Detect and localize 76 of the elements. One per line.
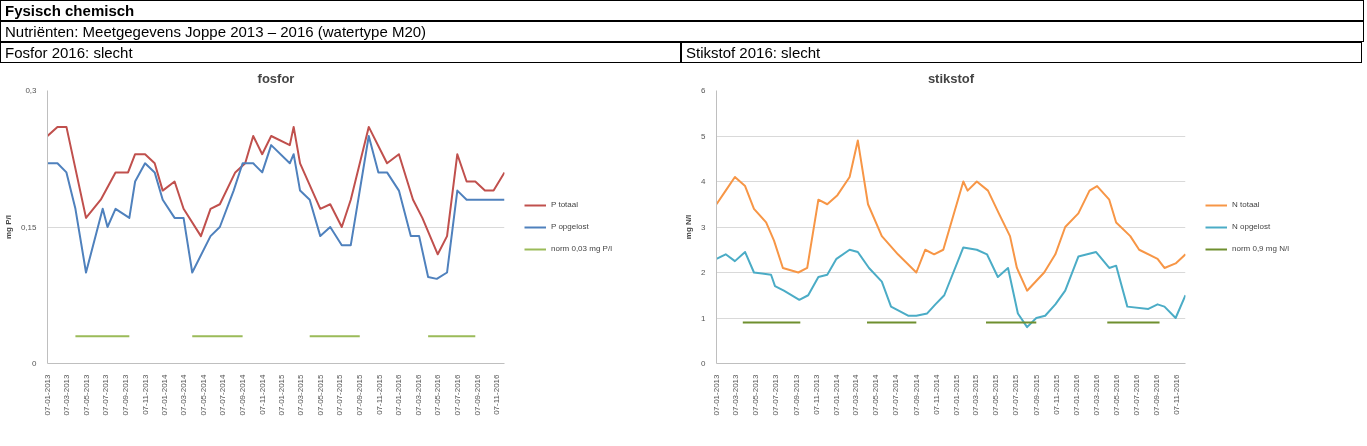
x-tick-label: 07-01-2013 [712, 373, 721, 416]
x-tick-label: 07-01-2014 [160, 373, 170, 416]
line-series [47, 135, 505, 280]
x-tick-label: 07-09-2016 [1152, 373, 1162, 416]
x-tick-label: 07-05-2015 [991, 373, 1001, 416]
x-tick-label: 07-03-2016 [1091, 373, 1101, 416]
y-tick-label: 0 [32, 359, 38, 368]
line-series [716, 246, 1186, 329]
x-tick-label: 07-05-2015 [315, 373, 325, 416]
y-axis-title: mg N/l [684, 214, 694, 240]
x-tick-label: 07-05-2013 [81, 373, 91, 416]
x-tick-label: 07-05-2016 [1111, 373, 1121, 416]
y-tick-label: 6 [701, 86, 707, 95]
x-tick-label: 07-09-2016 [472, 373, 482, 416]
x-tick-label: 07-11-2014 [931, 373, 941, 415]
x-tick-label: 07-11-2015 [374, 373, 384, 415]
legend-label: norm 0,03 mg P/l [551, 244, 612, 253]
x-tick-label: 07-11-2016 [492, 373, 502, 415]
x-tick-label: 07-01-2016 [1071, 373, 1081, 416]
x-tick-label: 07-01-2013 [43, 373, 52, 416]
y-tick-label: 0 [701, 359, 707, 368]
x-tick-label: 07-11-2013 [811, 373, 821, 415]
y-tick-label: 0,3 [25, 86, 38, 95]
x-tick-label: 07-07-2014 [891, 373, 901, 416]
x-tick-label: 07-05-2014 [198, 373, 208, 416]
x-tick-label: 07-07-2015 [1011, 373, 1021, 416]
legend-label: norm 0,9 mg N/l [1232, 244, 1289, 253]
x-tick-label: 07-03-2016 [413, 373, 423, 416]
x-tick-label: 07-11-2014 [257, 373, 267, 415]
x-tick-label: 07-01-2016 [394, 373, 404, 416]
x-tick-label: 07-09-2013 [791, 373, 801, 416]
x-tick-label: 07-03-2013 [731, 373, 741, 416]
y-tick-label: 2 [701, 268, 707, 277]
x-tick-label: 07-03-2013 [61, 373, 71, 416]
legend-label: P opgelost [551, 222, 589, 231]
x-tick-label: 07-01-2014 [831, 373, 841, 416]
legend-label: N totaal [1232, 200, 1260, 209]
x-tick-label: 07-09-2014 [238, 373, 248, 416]
y-tick-label: 0,15 [20, 222, 38, 232]
x-tick-label: 07-05-2014 [871, 373, 881, 416]
y-tick-label: 3 [701, 222, 707, 232]
x-tick-label: 07-05-2016 [433, 373, 443, 416]
line-series [47, 125, 505, 256]
chart-title: stikstof [927, 70, 975, 86]
text: Fosfor 2016: slecht [5, 43, 133, 62]
x-tick-label: 07-05-2013 [751, 373, 761, 416]
x-tick-label: 07-11-2015 [1051, 373, 1061, 415]
x-tick-label: 07-11-2013 [140, 373, 150, 415]
x-tick-label: 07-03-2014 [179, 373, 189, 416]
x-tick-label: 07-03-2014 [851, 373, 861, 416]
x-tick-label: 07-07-2016 [452, 373, 462, 416]
x-tick-label: 07-09-2013 [120, 373, 130, 416]
y-tick-label: 4 [701, 177, 707, 186]
text: Stikstof 2016: slecht [686, 43, 821, 62]
x-tick-label: 07-07-2014 [218, 373, 228, 416]
x-tick-label: 07-03-2015 [971, 373, 981, 416]
x-tick-label: 07-09-2014 [911, 373, 921, 416]
x-tick-label: 07-09-2015 [1031, 373, 1041, 416]
x-tick-label: 07-03-2015 [296, 373, 306, 416]
text: Nutriënten: Meetgegevens Joppe 2013 – 2016 (watertype M20) [5, 22, 427, 41]
line-series [716, 139, 1186, 292]
y-tick-label: 5 [701, 131, 707, 141]
x-tick-label: 07-01-2015 [277, 373, 287, 416]
y-axis-title: mg P/l [3, 214, 13, 239]
x-tick-label: 07-07-2013 [771, 373, 781, 416]
x-tick-label: 07-07-2013 [101, 373, 111, 416]
x-tick-label: 07-07-2015 [335, 373, 345, 416]
chart-title: fosfor [257, 70, 295, 86]
text: Fysisch chemisch [5, 1, 135, 20]
x-tick-label: 07-11-2016 [1172, 373, 1182, 415]
legend-label: P totaal [551, 200, 578, 209]
x-tick-label: 07-07-2016 [1131, 373, 1141, 416]
x-tick-label: 07-09-2015 [355, 373, 365, 416]
y-tick-label: 1 [701, 313, 707, 323]
x-tick-label: 07-01-2015 [951, 373, 961, 416]
legend-label: N opgelost [1232, 222, 1271, 231]
